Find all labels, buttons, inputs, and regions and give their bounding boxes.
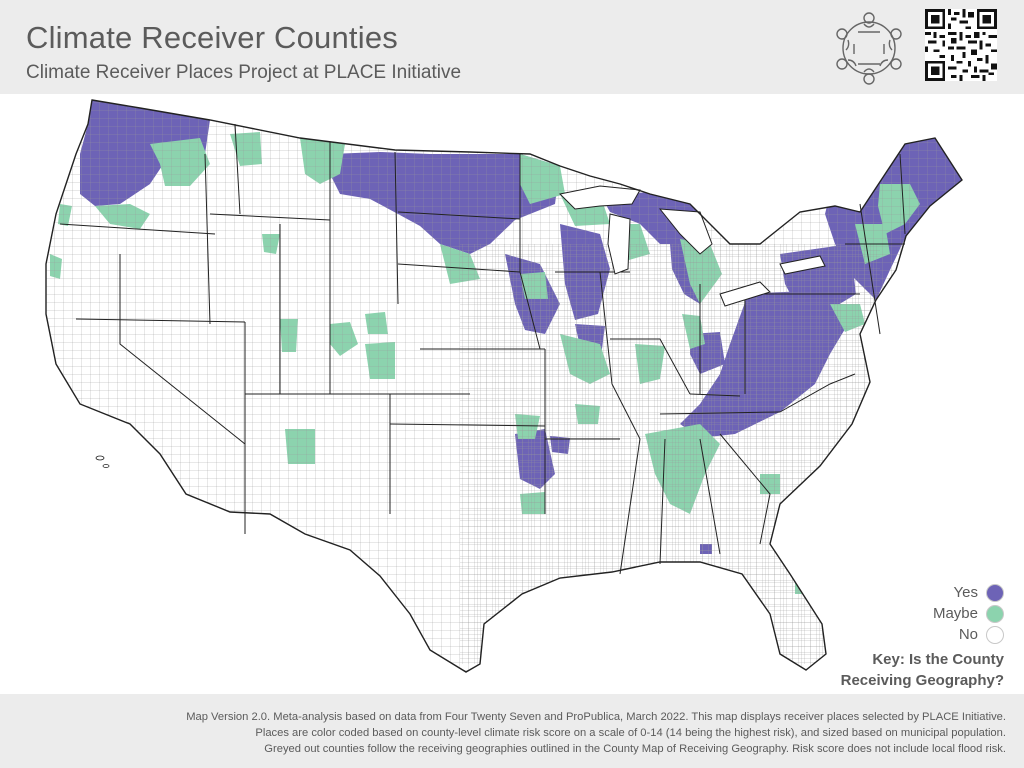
legend: Yes Maybe No Key: Is the County Receivin… (841, 582, 1004, 691)
great-lakes (558, 185, 826, 307)
legend-item-no: No (841, 624, 1004, 645)
legend-label-yes: Yes (953, 584, 978, 601)
footer-line-3: Greyed out counties follow the receiving… (264, 743, 1006, 755)
legend-label-maybe: Maybe (932, 605, 978, 622)
legend-title-line2: Receiving Geography? (840, 672, 1004, 689)
legend-swatch-no (986, 625, 1004, 644)
legend-label-no: No (958, 626, 978, 643)
footer-band: Map Version 2.0. Meta-analysis based on … (0, 694, 1024, 768)
legend-title: Key: Is the County Receiving Geography? (841, 649, 1004, 691)
legend-item-maybe: Maybe (841, 603, 1004, 624)
county-lines-east (460, 244, 880, 664)
footer-line-1: Map Version 2.0. Meta-analysis based on … (186, 711, 1006, 723)
qr-code-icon[interactable] (925, 9, 997, 81)
channel-islands (95, 455, 110, 468)
footer-line-2: Places are color coded based on county-l… (255, 727, 1006, 739)
legend-item-yes: Yes (841, 582, 1004, 603)
legend-title-line1: Key: Is the County (872, 651, 1004, 668)
header-band: Climate Receiver Counties Climate Receiv… (0, 0, 1024, 94)
map-title: Climate Receiver Counties (26, 20, 398, 55)
legend-swatch-yes (986, 583, 1004, 602)
us-county-map (45, 99, 963, 673)
state-borders (59, 123, 906, 575)
people-circle-logo-icon (836, 12, 902, 85)
footer-notes: Map Version 2.0. Meta-analysis based on … (106, 709, 1006, 757)
legend-swatch-maybe (986, 604, 1004, 623)
map-subtitle: Climate Receiver Places Project at PLACE… (26, 62, 462, 83)
